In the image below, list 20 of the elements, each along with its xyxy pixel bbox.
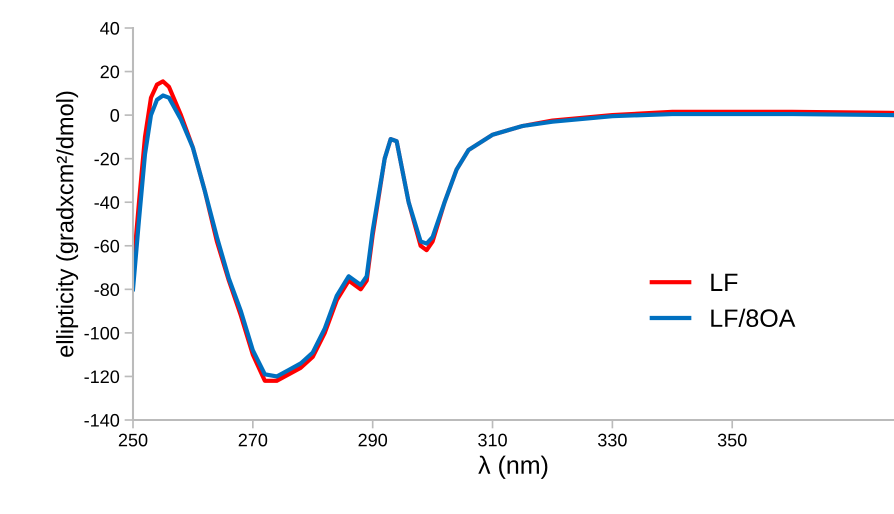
y-tick-label: 20 [100,65,120,78]
y-tick-label: -60 [94,240,120,252]
x-tick-label: 350 [718,434,747,446]
legend-label: LF/8OA [711,308,796,328]
x-tick-label: 290 [358,434,388,446]
y-tick-label: -40 [94,196,120,209]
y-tick-label: -140 [84,414,120,427]
x-tick-label: 250 [118,434,148,446]
y-axis-title: ellipticity (gradxcm²/dmol) [56,92,78,357]
y-tick-label: -20 [94,152,120,166]
legend-label: LF [711,274,738,291]
x-tick-label: 310 [478,434,507,446]
y-tick-label: 40 [100,22,120,35]
y-tick-label: -120 [84,370,120,384]
y-tick-label: -100 [84,326,120,340]
x-tick-label: 330 [598,434,627,446]
y-tick-label: -80 [94,283,120,296]
x-axis-title: λ (nm) [478,456,548,479]
x-tick-label: 270 [238,434,268,446]
y-tick-label: 0 [110,109,120,122]
